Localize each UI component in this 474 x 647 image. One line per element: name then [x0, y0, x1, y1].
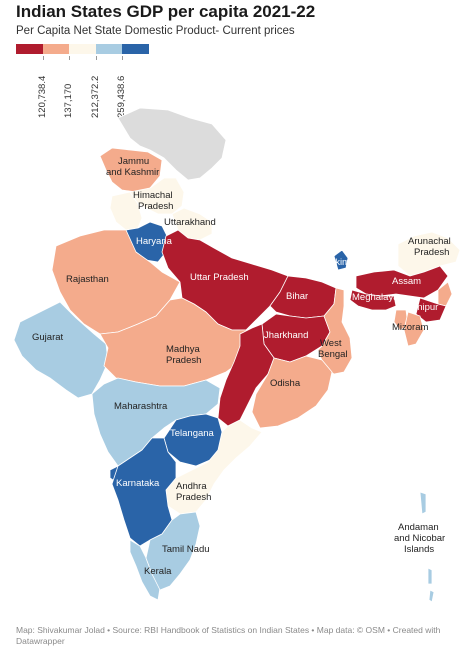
legend-swatch-5 — [122, 44, 149, 54]
label-ap-1: Andhra — [176, 481, 207, 492]
label-hp-2: Pradesh — [138, 201, 173, 212]
legend-tick-3 — [95, 56, 97, 60]
legend-swatch-3 — [69, 44, 96, 54]
region-andaman-nicobar-2[interactable] — [427, 567, 433, 585]
label-andaman-1: Andaman — [398, 522, 439, 533]
label-arunachal-1: Arunachal — [408, 236, 451, 247]
label-assam: Assam — [392, 276, 421, 287]
label-arunachal-2: Pradesh — [414, 247, 449, 258]
region-west-bengal[interactable] — [317, 287, 353, 375]
region-andaman-nicobar-3[interactable] — [428, 589, 435, 603]
region-mizoram[interactable] — [403, 311, 425, 347]
chart-title: Indian States GDP per capita 2021-22 — [16, 2, 316, 21]
legend-tick-4 — [122, 56, 124, 60]
legend-tick-1 — [42, 56, 44, 60]
color-legend: 120,738.4 137,170 212,372.2 259,438.6 — [16, 44, 150, 118]
label-wb-2: Bengal — [318, 349, 348, 360]
label-andaman-3: Islands — [404, 544, 434, 555]
chart-subtitle: Per Capita Net State Domestic Product- C… — [16, 25, 295, 37]
region-ladakh[interactable] — [117, 107, 227, 181]
region-meghalaya[interactable] — [349, 289, 397, 311]
label-odisha: Odisha — [270, 378, 301, 389]
region-uttar-pradesh[interactable] — [161, 229, 289, 331]
label-hp-1: Himachal — [133, 190, 173, 201]
footer-credits: Map: Shivakumar Jolad • Source: RBI Hand… — [16, 625, 441, 646]
label-karnataka: Karnataka — [116, 478, 160, 489]
legend-swatch-4 — [95, 44, 123, 54]
label-meghalaya: Meghalaya — [352, 292, 399, 303]
label-telangana: Telangana — [170, 428, 215, 439]
label-uttarakhand: Uttarakhand — [164, 217, 216, 228]
region-kerala[interactable] — [129, 539, 161, 601]
label-andaman-2: and Nicobar — [394, 533, 445, 544]
region-himachal-pradesh[interactable] — [129, 177, 185, 215]
label-haryana: Haryana — [136, 236, 173, 247]
label-mp-1: Madhya — [166, 344, 201, 355]
region-odisha[interactable] — [251, 355, 333, 429]
label-manipur: Manipur — [404, 302, 438, 313]
label-mp-2: Pradesh — [166, 355, 201, 366]
label-kerala: Kerala — [144, 566, 172, 577]
region-andhra-pradesh[interactable] — [165, 419, 263, 515]
region-karnataka[interactable] — [111, 437, 177, 547]
label-ap-2: Pradesh — [176, 492, 211, 503]
legend-swatch-1 — [16, 44, 43, 54]
label-tamil-nadu: Tamil Nadu — [162, 544, 210, 555]
region-tamil-nadu[interactable] — [145, 511, 201, 591]
legend-tick-2 — [69, 56, 71, 60]
label-jk-1: Jammu — [118, 156, 149, 167]
region-sikkim[interactable] — [333, 249, 349, 271]
label-gujarat: Gujarat — [32, 332, 64, 343]
region-tripura[interactable] — [393, 309, 409, 331]
region-chhattisgarh[interactable] — [217, 323, 275, 427]
region-gujarat[interactable] — [13, 301, 109, 399]
region-manipur[interactable] — [415, 297, 447, 323]
label-wb-1: West — [320, 338, 342, 349]
region-arunachal-pradesh[interactable] — [397, 231, 461, 277]
label-bihar: Bihar — [286, 291, 308, 302]
label-maharashtra: Maharashtra — [114, 401, 168, 412]
region-andaman-nicobar-1[interactable] — [419, 491, 427, 515]
label-rajasthan: Rajasthan — [66, 274, 109, 285]
legend-swatches — [16, 44, 150, 54]
legend-swatch-2 — [42, 44, 70, 54]
label-uttar-pradesh: Uttar Pradesh — [190, 272, 249, 283]
region-nagaland[interactable] — [437, 281, 453, 307]
label-mizoram: Mizoram — [392, 322, 429, 333]
label-jk-2: and Kashmir — [106, 167, 159, 178]
region-jammu-kashmir[interactable] — [99, 147, 163, 193]
label-sikkim: Sikkim — [322, 257, 350, 268]
label-jharkhand: Jharkhand — [264, 330, 308, 341]
